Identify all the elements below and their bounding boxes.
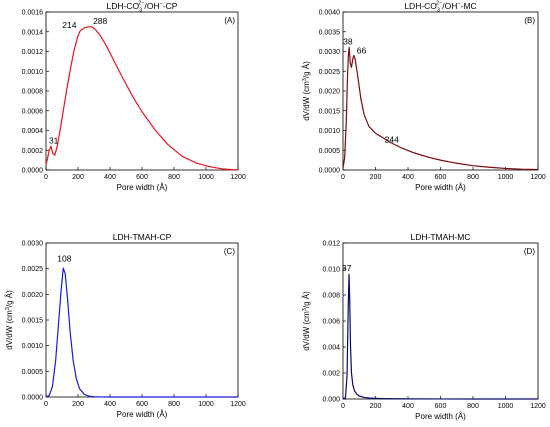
peak-annotation: 31	[49, 135, 59, 145]
panel-label: (A)	[224, 16, 235, 25]
series-line	[45, 267, 238, 398]
x-tick-label: 200	[370, 174, 382, 181]
y-tick-label: 0.0005	[22, 369, 44, 376]
y-tick-label: 0.0010	[22, 69, 44, 76]
plot-frame	[342, 11, 539, 171]
x-tick-label: 1200	[230, 174, 246, 181]
y-tick-label: 0.0010	[319, 128, 341, 135]
chart-panel-2: 0 200 400 600 800 1000 1200 0.0000 0.0005 0.0010 0…	[302, 1, 546, 193]
y-tick-label: 0.0006	[22, 108, 44, 115]
x-tick-label: 200	[370, 403, 382, 410]
x-tick-label: 1200	[530, 403, 546, 410]
x-tick-label: 400	[104, 174, 116, 181]
chart-panel-3: 0 200 400 600 800 1000 1200 0.0000 0.0005 0.0010 0…	[5, 232, 246, 419]
peak-annotation: 38	[343, 37, 353, 47]
y-tick-label: 0.0000	[319, 168, 341, 175]
x-axis-label: Pore width (Å)	[415, 412, 466, 421]
y-tick-label: 0.0020	[22, 292, 44, 299]
chart-panel-1: 0 200 400 600 800 1000 1200 0.0000 0.0002 0.0004 0…	[22, 1, 246, 193]
x-tick-label: 400	[402, 174, 414, 181]
y-tick-label: 0.0030	[22, 241, 44, 248]
x-tick-label: 1200	[530, 174, 546, 181]
x-tick-label: 0	[44, 401, 48, 408]
plot-frame	[45, 242, 239, 398]
y-tick-label: 0.0002	[22, 148, 44, 155]
y-tick-label: 0.0000	[22, 395, 44, 402]
peak-annotation: 66	[357, 45, 367, 55]
y-tick-label: 0.004	[322, 345, 340, 352]
y-tick-label: 0.0000	[22, 168, 44, 175]
x-tick-label: 600	[435, 403, 447, 410]
y-tick-label: 0.0035	[319, 29, 341, 36]
y-axis-label: dV/dW (cm3/g Å)	[302, 291, 311, 351]
y-tick-label: 0.0025	[319, 69, 341, 76]
peak-annotation: 214	[62, 20, 76, 30]
y-tick-label: 0.000	[322, 397, 340, 404]
chart-title: LDH-TMAH-MC	[411, 232, 471, 242]
y-tick-label: 0.0010	[22, 343, 44, 350]
y-tick-label: 0.0014	[22, 29, 44, 36]
panel-label: (B)	[524, 16, 535, 25]
y-tick-label: 0.0040	[319, 10, 341, 17]
x-tick-label: 400	[104, 401, 116, 408]
x-tick-label: 800	[467, 403, 479, 410]
x-tick-label: 1000	[198, 174, 214, 181]
x-tick-label: 0	[44, 174, 48, 181]
x-tick-label: 0	[341, 174, 345, 181]
series-line	[342, 273, 539, 400]
x-tick-label: 600	[136, 174, 148, 181]
series-line	[45, 26, 239, 171]
x-tick-label: 800	[168, 401, 180, 408]
y-tick-label: 0.012	[322, 241, 340, 248]
panel-label: (D)	[524, 247, 535, 256]
x-tick-label: 0	[341, 403, 345, 410]
y-tick-label: 0.006	[322, 319, 340, 326]
x-axis-label: Pore width (Å)	[117, 410, 168, 419]
y-tick-label: 0.008	[322, 293, 340, 300]
x-axis-label: Pore width (Å)	[117, 183, 168, 192]
x-tick-label: 200	[72, 174, 84, 181]
x-tick-label: 800	[168, 174, 180, 181]
y-tick-label: 0.0025	[22, 266, 44, 273]
y-axis-label: dV/dW (cm3/g Å)	[302, 61, 311, 121]
plot-frame	[342, 242, 539, 400]
x-tick-label: 1200	[230, 401, 246, 408]
peak-annotation: 37	[342, 263, 352, 273]
chart-title: LDH-CO32−/OH−-CP	[107, 1, 178, 14]
x-tick-label: 600	[435, 174, 447, 181]
peak-annotation: 288	[93, 16, 107, 26]
y-tick-label: 0.002	[322, 371, 340, 378]
series-line	[342, 46, 539, 171]
chart-title: LDH-CO32−/OH−-MC	[404, 1, 476, 14]
peak-annotation: 244	[385, 134, 399, 144]
x-tick-label: 200	[72, 401, 84, 408]
y-tick-label: 0.0016	[22, 10, 44, 17]
y-tick-label: 0.0020	[319, 89, 341, 96]
chart-panel-4: 0 200 400 600 800 1000 1200 0.000 0.002 0.004 0.00…	[302, 232, 546, 421]
x-tick-label: 600	[136, 401, 148, 408]
y-tick-label: 0.010	[322, 267, 340, 274]
y-axis-label: dV/dW (cm3/g Å)	[5, 290, 14, 350]
chart-title: LDH-TMAH-CP	[113, 232, 172, 242]
x-tick-label: 800	[467, 174, 479, 181]
x-tick-label: 400	[402, 403, 414, 410]
x-tick-label: 1000	[498, 174, 514, 181]
y-tick-label: 0.0030	[319, 49, 341, 56]
x-tick-label: 1000	[498, 403, 514, 410]
y-tick-label: 0.0004	[22, 128, 44, 135]
y-tick-label: 0.0015	[319, 108, 341, 115]
x-tick-label: 1000	[198, 401, 214, 408]
x-axis-label: Pore width (Å)	[415, 183, 466, 192]
y-tick-label: 0.0015	[22, 318, 44, 325]
y-tick-label: 0.0008	[22, 89, 44, 96]
peak-annotation: 108	[57, 254, 71, 264]
y-tick-label: 0.0005	[319, 148, 341, 155]
plot-frame	[45, 11, 239, 171]
panel-label: (C)	[224, 247, 235, 256]
y-tick-label: 0.0012	[22, 49, 44, 56]
